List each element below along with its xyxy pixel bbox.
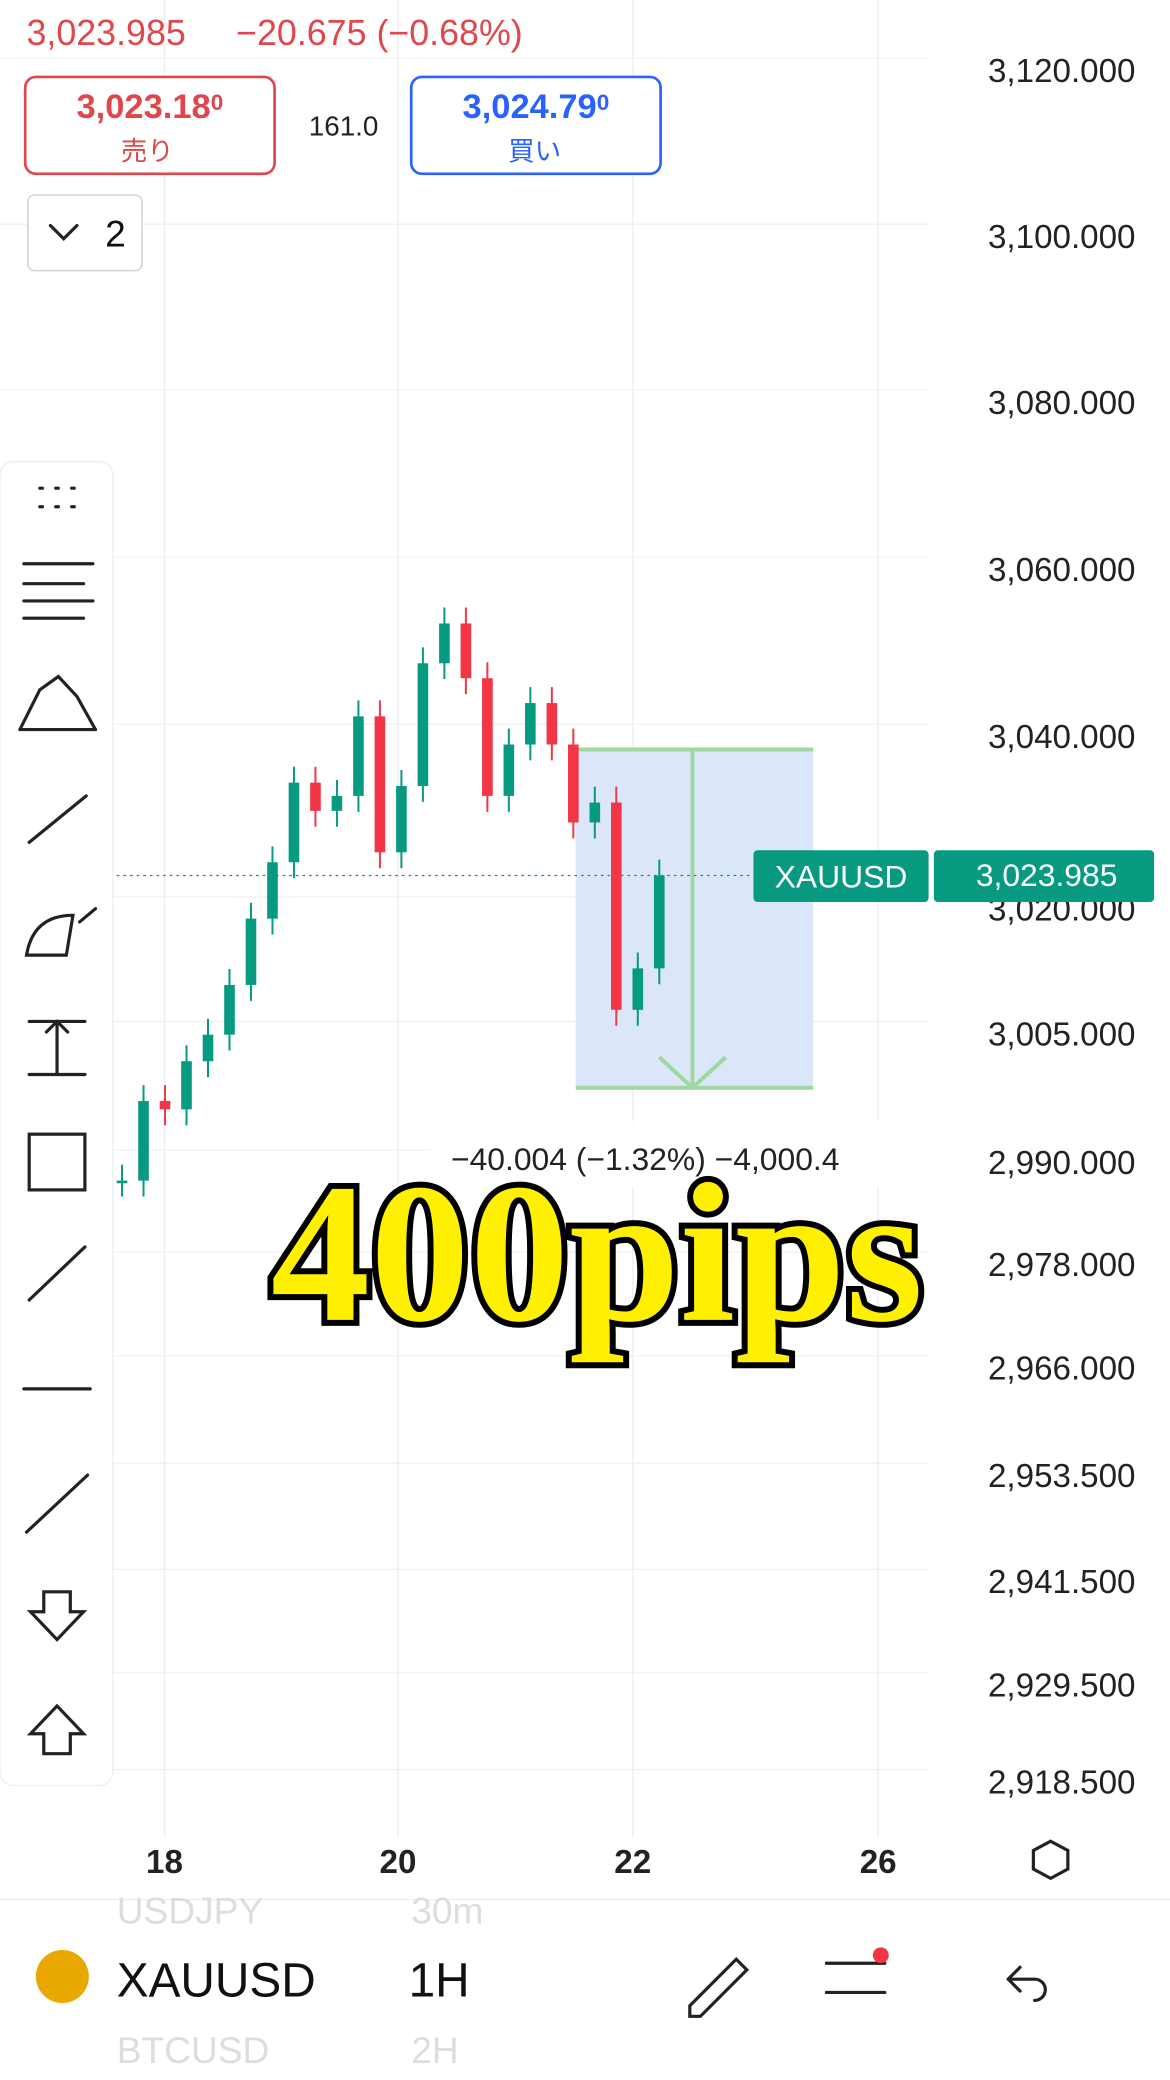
- next-interval: 2H: [411, 2029, 458, 2071]
- candle-body: [116, 1180, 128, 1184]
- candle-body: [417, 663, 429, 786]
- candle-body: [245, 918, 257, 985]
- pattern-tool[interactable]: [18, 674, 98, 732]
- line-tool[interactable]: [27, 1245, 87, 1302]
- settings-icon[interactable]: [1031, 1839, 1070, 1881]
- date-label: 18: [146, 1844, 183, 1881]
- buy-arrow-tool[interactable]: [26, 1703, 88, 1756]
- buy-price: 3,024.790: [463, 88, 610, 126]
- candle-body: [331, 795, 343, 811]
- drag-handle: [38, 486, 76, 509]
- date-label: 22: [614, 1844, 651, 1881]
- undo-icon[interactable]: [1006, 1965, 1047, 2002]
- candle-body: [396, 785, 407, 853]
- sell-arrow-tool[interactable]: [26, 1590, 88, 1642]
- rect-tool[interactable]: [27, 1132, 87, 1192]
- projection-tool[interactable]: [27, 1019, 87, 1077]
- candle-body: [653, 875, 665, 969]
- h-grid: [0, 57, 929, 1771]
- price-tag-text: 3,023.985: [976, 857, 1118, 893]
- price-label: 2,929.500: [988, 1668, 1136, 1705]
- candle-body: [482, 678, 493, 796]
- sell-label: 売り: [121, 137, 174, 167]
- overlay-text: 400pips: [271, 1144, 923, 1364]
- candle-body: [181, 1061, 192, 1110]
- prev-interval: 30m: [411, 1889, 483, 1931]
- layout-count: 2: [105, 213, 126, 255]
- trend-tool[interactable]: [27, 794, 88, 844]
- buy-label: 買い: [508, 137, 561, 167]
- price-label: 2,978.000: [988, 1247, 1136, 1284]
- candle-body: [503, 744, 515, 796]
- measure-arrow: [657, 749, 727, 1091]
- current-interval[interactable]: 1H: [409, 1954, 470, 2007]
- notify-dot: [872, 1947, 889, 1964]
- candle-body: [202, 1034, 214, 1062]
- candle-body: [138, 1101, 149, 1181]
- last-price: 3,023.985: [27, 13, 186, 53]
- current-symbol[interactable]: XAUUSD: [117, 1954, 316, 2007]
- layout-toggle[interactable]: [27, 194, 143, 272]
- candle-body: [224, 984, 235, 1035]
- candle-body: [460, 623, 472, 679]
- toolbar: [0, 460, 114, 1787]
- price-label: 3,005.000: [988, 1016, 1136, 1053]
- spread: 161.0: [309, 110, 379, 141]
- price-label: 3,100.000: [988, 219, 1136, 256]
- price-axis: 3,120.000 3,100.000 3,080.000 3,060.000 3,04…: [988, 53, 1136, 1801]
- symbol-tag-text: XAUUSD: [775, 858, 908, 894]
- date-label: 26: [860, 1844, 897, 1881]
- price-label: 2,990.000: [988, 1145, 1136, 1182]
- fib-tool[interactable]: [22, 562, 95, 620]
- price-tag: [933, 850, 1155, 903]
- candle-body: [310, 782, 321, 811]
- candle-body: [159, 1101, 171, 1110]
- path-tool[interactable]: [24, 1473, 90, 1534]
- price-label: 3,060.000: [988, 552, 1136, 589]
- candle-body: [589, 802, 601, 823]
- measure-label: −40.004 (−1.32%) −4,000.4: [451, 1141, 839, 1177]
- gold-icon: [35, 1950, 89, 2004]
- candle-body: [353, 716, 364, 796]
- price-label: 2,941.500: [988, 1564, 1136, 1601]
- candle-body: [267, 862, 278, 919]
- sell-button[interactable]: [23, 75, 276, 176]
- price-change: −20.675 (−0.68%): [236, 13, 523, 53]
- price-label: 2,966.000: [988, 1351, 1136, 1388]
- buy-button[interactable]: [409, 75, 662, 176]
- symbol-tag: [753, 850, 929, 903]
- candle-body: [611, 802, 622, 1010]
- price-label: 2,918.500: [988, 1764, 1136, 1801]
- candle-body: [568, 744, 579, 823]
- price-label: 3,080.000: [988, 385, 1136, 422]
- toolbar-panel: [0, 460, 114, 1787]
- price-label: 3,120.000: [988, 53, 1136, 90]
- chevron: [48, 223, 79, 242]
- prev-symbol: USDJPY: [117, 1889, 263, 1931]
- candles: [116, 607, 665, 1197]
- candle-body: [525, 703, 536, 745]
- date-label: 20: [380, 1844, 417, 1881]
- date-axis: 18 20 22 26: [146, 1844, 897, 1881]
- candle-body: [374, 716, 386, 853]
- candle-body: [288, 782, 300, 863]
- price-label: 3,040.000: [988, 719, 1136, 756]
- draw-icon[interactable]: [688, 1957, 750, 2018]
- measure-box: [431, 1120, 936, 1188]
- candle-body: [546, 703, 558, 745]
- price-label: 2,953.500: [988, 1458, 1136, 1495]
- candle-body: [439, 623, 450, 664]
- sell-price: 3,023.180: [77, 88, 224, 126]
- candle-body: [632, 968, 644, 1010]
- next-symbol: BTCUSD: [117, 2029, 270, 2071]
- brush-tool[interactable]: [24, 907, 98, 957]
- indicator-icon[interactable]: [824, 1961, 887, 1995]
- axis-bg: [928, 1114, 1170, 1838]
